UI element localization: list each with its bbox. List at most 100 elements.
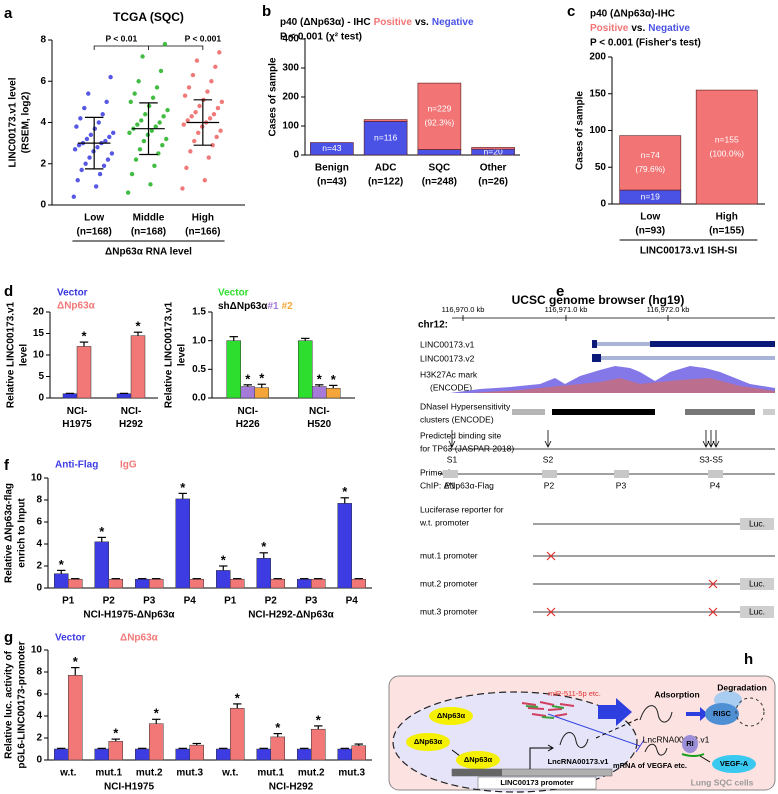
percent-label: (92.3%) <box>424 118 454 128</box>
mrna-label: mRNA of VEGFA etc. <box>613 761 687 770</box>
data-point <box>136 79 141 84</box>
significance-star: * <box>235 690 241 705</box>
group-label: NCI-H292-ΔNp63α <box>248 610 334 621</box>
protein <box>712 755 756 773</box>
chart-title: TCGA (SQC) <box>113 10 184 24</box>
data-point <box>97 171 103 177</box>
y-tick-label: 400 <box>282 34 299 45</box>
data-point <box>143 112 148 117</box>
data-point <box>186 85 192 90</box>
legend-entry: #1 <box>267 301 279 312</box>
y-axis-label: level <box>19 344 30 366</box>
track-label: (ENCODE) <box>430 382 472 392</box>
luc-box <box>740 578 774 590</box>
legend-entry: shΔNp63α#1 #2 <box>218 301 293 312</box>
bar-segment <box>417 149 462 156</box>
data-point <box>128 99 133 105</box>
tf-label: ΔNp63α <box>437 711 466 720</box>
group-label: NCI-H292 <box>269 782 314 793</box>
data-point <box>190 72 196 78</box>
data-point <box>161 114 166 119</box>
legend-prefix: shΔNp63α <box>218 301 268 312</box>
y-tick-label: 4 <box>40 117 46 128</box>
tf <box>406 733 450 751</box>
x-tick-label: w.t. <box>59 768 77 779</box>
binding-arrows <box>448 430 720 448</box>
data-point <box>146 103 152 109</box>
lncrna-label: LncRNA00173.v1 <box>548 757 609 766</box>
luc-label: Luc. <box>749 578 765 588</box>
y-tick-label: 0 <box>36 583 42 594</box>
data-point <box>160 142 165 148</box>
legend-entry: Vector <box>218 288 249 299</box>
panel-letter: c <box>567 3 575 20</box>
chromosome: chr12: <box>418 320 448 331</box>
x-tick-label: NCI- H520 <box>307 406 331 430</box>
track-label: w.t. promoter <box>419 517 469 527</box>
data-point <box>152 163 157 169</box>
bar <box>175 498 190 589</box>
primer <box>614 470 629 478</box>
track-label: Luciferase reporter for <box>420 504 504 514</box>
track-label: LINC00173.v2 <box>420 353 475 363</box>
site-label: S3-S5 <box>699 454 723 464</box>
bar <box>149 578 164 589</box>
value-label: n=43 <box>322 143 341 153</box>
data-point <box>96 120 101 125</box>
data-point <box>78 116 83 121</box>
significance-star: * <box>316 712 322 727</box>
primer-label: P2 <box>544 480 555 490</box>
data-point <box>86 91 91 96</box>
x-tick-label-line: H1975 <box>62 419 92 430</box>
data-point <box>196 130 201 136</box>
bar <box>270 736 285 761</box>
x-tick-label: NCI- H292 <box>119 406 143 430</box>
data-point <box>158 68 164 74</box>
x-axis-label: LINC00173.v1 ISH-SI <box>640 246 737 257</box>
mrna-strand <box>681 753 705 757</box>
x-tick-label-line: NCI- <box>309 406 330 417</box>
data-point <box>184 165 189 171</box>
bar <box>175 748 190 761</box>
data-point <box>92 126 98 131</box>
inhibition-line <box>547 713 645 753</box>
data-point <box>100 112 105 117</box>
y-tick-label: 6 <box>36 517 42 528</box>
bar <box>337 503 352 589</box>
y-axis-label: Relative ΔNp63α-flag <box>4 483 15 583</box>
data-point <box>202 178 208 183</box>
data-point <box>104 99 109 105</box>
bar <box>62 393 78 399</box>
x-tick-label: w.t. <box>221 768 239 779</box>
y-axis-label: pGL6-LINC00173-promoter <box>17 641 28 768</box>
data-point <box>133 157 139 162</box>
data-point <box>127 130 132 136</box>
x-tick-label: SQC <box>429 163 451 174</box>
annotation: P < 0.001 <box>185 33 222 43</box>
data-point <box>75 178 80 183</box>
bar <box>230 578 245 589</box>
y-axis-label: LINC00173.v1 level <box>8 77 19 167</box>
data-point <box>148 182 153 187</box>
value-label: n=74 <box>641 150 660 160</box>
data-point <box>107 134 112 140</box>
mirna-label: miR-511-5p etc. <box>548 689 601 698</box>
bar <box>226 340 241 399</box>
bar <box>130 335 146 399</box>
bar <box>94 748 109 761</box>
bar <box>256 748 271 761</box>
y-tick-label: 6 <box>36 689 42 700</box>
data-point <box>129 171 135 177</box>
title-part: p40 (ΔNp63α) - IHC <box>280 17 371 28</box>
degraded-rna <box>735 697 765 727</box>
data-point <box>95 145 100 150</box>
chart-subtitle: P < 0.001 (χ² test) <box>280 32 362 43</box>
y-axis-label: Relative LINC00173.v1 <box>164 301 175 408</box>
significance-star: * <box>73 654 79 669</box>
luc-label: Luc. <box>749 518 765 528</box>
promoter-box <box>477 776 597 790</box>
y-tick-label: 8 <box>36 495 42 506</box>
x-tick-label: NCI- H1975 <box>62 406 92 430</box>
